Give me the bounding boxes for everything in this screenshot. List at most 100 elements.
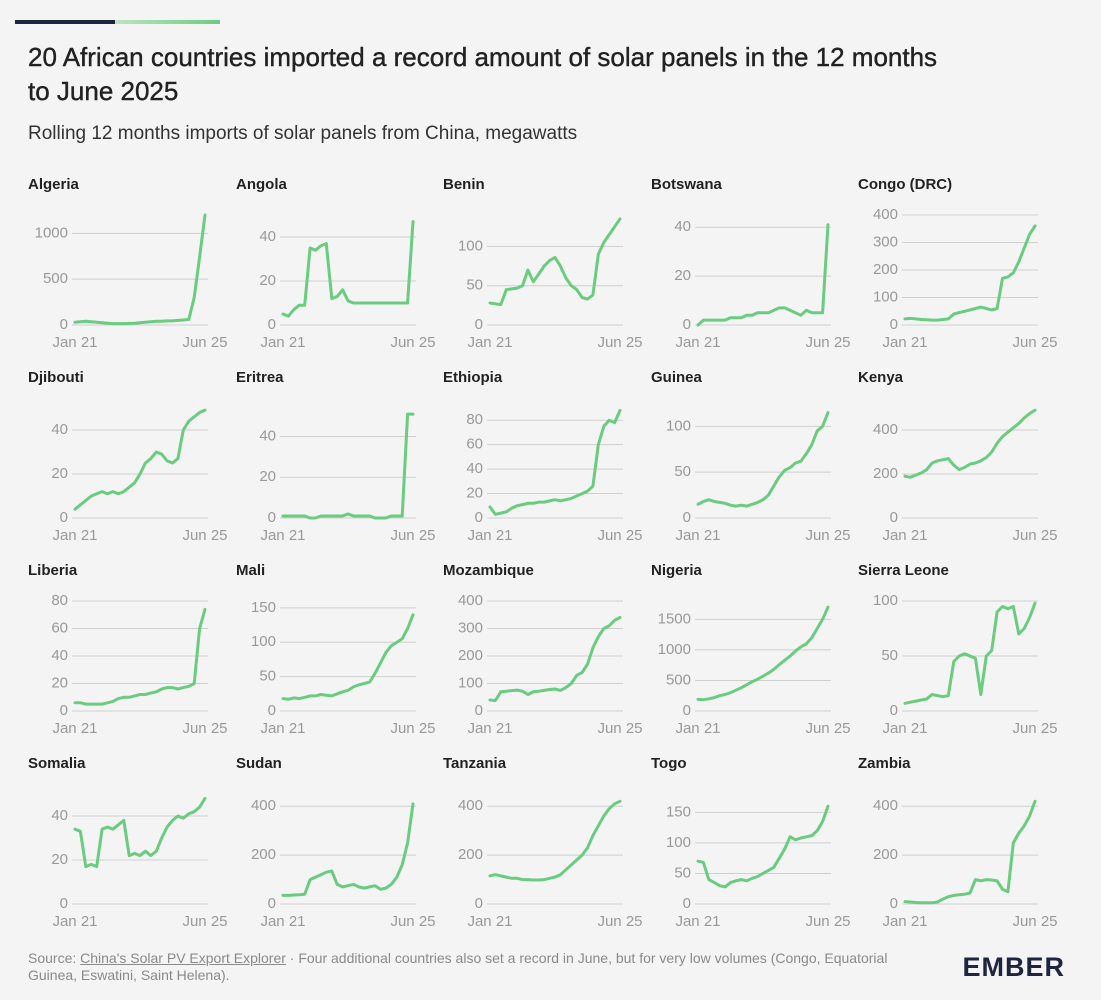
y-tick-label: 80: [51, 592, 68, 609]
y-tick-label: 200: [251, 846, 276, 863]
panel-title: Mali: [236, 562, 265, 579]
series-line: [696, 804, 830, 889]
series-line: [281, 220, 415, 318]
top-bar: [15, 20, 115, 24]
panel-title: Angola: [236, 176, 287, 193]
y-tick-label: 1500: [658, 610, 691, 627]
y-tick-label: 100: [458, 237, 483, 254]
source-label: Source:: [28, 950, 77, 966]
y-tick-label: 200: [873, 846, 898, 863]
y-tick-label: 400: [251, 797, 276, 814]
y-tick-label: 50: [259, 668, 276, 685]
source-note-text: · Four additional countries also set a r…: [28, 950, 888, 983]
panel-title: Tanzania: [443, 755, 507, 772]
panel-title: Somalia: [28, 755, 86, 772]
series-line: [903, 224, 1037, 322]
series-line: [903, 799, 1037, 905]
y-tick-label: 150: [251, 599, 276, 616]
y-tick-label: 20: [674, 267, 691, 284]
x-tick-label: Jan 21: [260, 720, 305, 737]
x-tick-label: Jun 25: [805, 720, 850, 737]
y-tick-label: 40: [259, 427, 276, 444]
y-tick-label: 40: [466, 460, 483, 477]
y-tick-label: 60: [466, 436, 483, 453]
y-tick-label: 400: [458, 797, 483, 814]
y-tick-label: 20: [51, 851, 68, 868]
x-tick-label: Jan 21: [675, 913, 720, 930]
series-line: [488, 217, 622, 307]
y-tick-label: 20: [259, 468, 276, 485]
x-tick-label: Jan 21: [467, 334, 512, 351]
y-tick-label: 20: [259, 272, 276, 289]
y-tick-label: 1000: [35, 224, 68, 241]
y-tick-label: 0: [60, 702, 68, 719]
chart-title: to June 2025: [28, 76, 178, 106]
y-tick-label: 100: [458, 674, 483, 691]
y-tick-label: 300: [458, 619, 483, 636]
series-line: [73, 213, 207, 326]
y-tick-label: 0: [683, 702, 691, 719]
y-tick-label: 0: [268, 702, 276, 719]
y-tick-label: 100: [666, 417, 691, 434]
series-line: [73, 408, 207, 511]
y-tick-label: 20: [51, 465, 68, 482]
y-tick-label: 40: [51, 421, 68, 438]
logo: EMBER: [962, 952, 1065, 982]
y-tick-label: 0: [890, 702, 898, 719]
y-tick-label: 0: [60, 509, 68, 526]
x-tick-label: Jun 25: [597, 720, 642, 737]
x-tick-label: Jun 25: [805, 913, 850, 930]
series-line: [281, 412, 415, 520]
y-tick-label: 20: [51, 674, 68, 691]
y-tick-label: 50: [674, 864, 691, 881]
y-tick-label: 200: [873, 465, 898, 482]
y-tick-label: 400: [873, 206, 898, 223]
series-line: [903, 408, 1037, 479]
x-tick-label: Jun 25: [597, 913, 642, 930]
series-line: [73, 796, 207, 869]
panel-title: Sudan: [236, 755, 282, 772]
y-tick-label: 40: [51, 647, 68, 664]
top-bar-accent: [115, 20, 220, 24]
x-tick-label: Jun 25: [182, 913, 227, 930]
y-tick-label: 0: [60, 895, 68, 912]
x-tick-label: Jan 21: [260, 334, 305, 351]
panel-title: Zambia: [858, 755, 911, 772]
y-tick-label: 500: [666, 671, 691, 688]
x-tick-label: Jan 21: [675, 527, 720, 544]
y-tick-label: 60: [51, 619, 68, 636]
series-line: [488, 799, 622, 882]
y-tick-label: 0: [475, 509, 483, 526]
panel-title: Botswana: [651, 176, 723, 193]
y-tick-label: 20: [466, 485, 483, 502]
series-line: [696, 223, 830, 327]
panel-title: Algeria: [28, 176, 80, 193]
y-tick-label: 40: [674, 218, 691, 235]
y-tick-label: 400: [873, 797, 898, 814]
y-tick-label: 40: [51, 807, 68, 824]
y-tick-label: 0: [60, 316, 68, 333]
y-tick-label: 150: [666, 803, 691, 820]
y-tick-label: 100: [873, 592, 898, 609]
x-tick-label: Jan 21: [52, 527, 97, 544]
y-tick-label: 400: [873, 421, 898, 438]
y-tick-label: 0: [890, 895, 898, 912]
source-link[interactable]: China's Solar PV Export Explorer: [80, 950, 286, 966]
y-tick-label: 0: [268, 316, 276, 333]
x-tick-label: Jun 25: [390, 334, 435, 351]
y-tick-label: 500: [43, 270, 68, 287]
series-line: [903, 601, 1037, 705]
x-tick-label: Jun 25: [1012, 334, 1057, 351]
y-tick-label: 0: [683, 509, 691, 526]
x-tick-label: Jun 25: [1012, 527, 1057, 544]
panel-title: Congo (DRC): [858, 176, 952, 193]
x-tick-label: Jan 21: [882, 720, 927, 737]
x-tick-label: Jan 21: [675, 720, 720, 737]
series-line: [73, 607, 207, 706]
source-note: Source: China's Solar PV Export Explorer…: [28, 950, 908, 984]
x-tick-label: Jun 25: [390, 913, 435, 930]
x-tick-label: Jun 25: [1012, 913, 1057, 930]
y-tick-label: 0: [890, 509, 898, 526]
